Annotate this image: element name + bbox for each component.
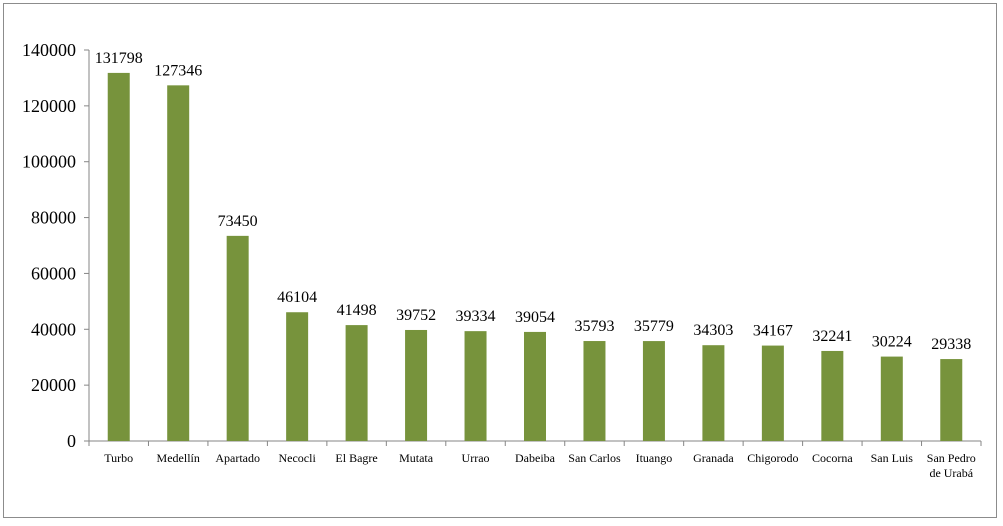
category-label: Ituango: [636, 451, 673, 465]
category-labels: Turbo Medellín Apartado Necocli El Bagre Muta…: [104, 451, 975, 480]
bar: [226, 235, 249, 441]
data-label: 39054: [515, 309, 555, 326]
category-label: Dabeiba: [515, 451, 556, 465]
data-label: 32241: [812, 328, 852, 345]
y-tick-label: 140000: [22, 40, 76, 60]
data-label: 39752: [396, 307, 436, 324]
data-label: 127346: [154, 62, 202, 79]
category-label: Turbo: [104, 451, 133, 465]
category-label: Necocli: [278, 451, 316, 465]
category-label: San Carlos: [568, 451, 621, 465]
y-tick-label: 80000: [31, 208, 76, 228]
bar: [286, 312, 309, 441]
data-label: 29338: [931, 336, 971, 353]
y-axis: 0 20000 40000 60000 80000 100000 120000 140000: [22, 40, 90, 451]
bar: [167, 85, 190, 441]
bar: [345, 325, 368, 441]
bar: [642, 341, 665, 441]
data-label: 30224: [872, 334, 912, 351]
bar: [821, 350, 844, 441]
category-label: Cocorna: [812, 451, 853, 465]
x-axis: [88, 440, 982, 446]
category-label: Medellín: [157, 451, 200, 465]
data-label: 35779: [634, 318, 674, 335]
data-label: 41498: [337, 302, 377, 319]
data-label: 131798: [95, 50, 143, 67]
bar: [880, 356, 903, 441]
bar: [405, 329, 428, 441]
y-tick-label: 20000: [31, 375, 76, 395]
category-label: San Pedro: [927, 451, 976, 465]
category-label: Mutata: [399, 451, 434, 465]
bar: [464, 331, 487, 441]
bar: [940, 359, 963, 441]
bar-series: [107, 72, 963, 441]
category-label: San Luis: [871, 451, 914, 465]
data-labels: 131798 127346 73450 46104 41498 39752 39334 390…: [95, 50, 972, 353]
category-label: Apartado: [215, 451, 260, 465]
category-label: Chigorodo: [747, 451, 798, 465]
data-label: 39334: [456, 308, 496, 325]
data-label: 34303: [693, 322, 733, 339]
data-label: 34167: [753, 323, 793, 340]
category-label: de Urabá: [929, 466, 973, 480]
data-label: 73450: [218, 213, 258, 230]
bar: [702, 345, 725, 441]
bar: [583, 341, 606, 441]
bar: [107, 72, 130, 441]
y-tick-label: 100000: [22, 152, 76, 172]
category-label: Granada: [693, 451, 734, 465]
data-label: 46104: [277, 289, 317, 306]
bar: [524, 331, 546, 441]
category-label: El Bagre: [335, 451, 377, 465]
y-tick-label: 40000: [31, 319, 76, 339]
y-tick-label: 120000: [22, 96, 76, 116]
data-label: 35793: [574, 318, 614, 335]
category-label: Urrao: [462, 451, 490, 465]
y-tick-label: 0: [67, 431, 76, 451]
bar: [761, 345, 784, 441]
y-tick-label: 60000: [31, 263, 76, 283]
